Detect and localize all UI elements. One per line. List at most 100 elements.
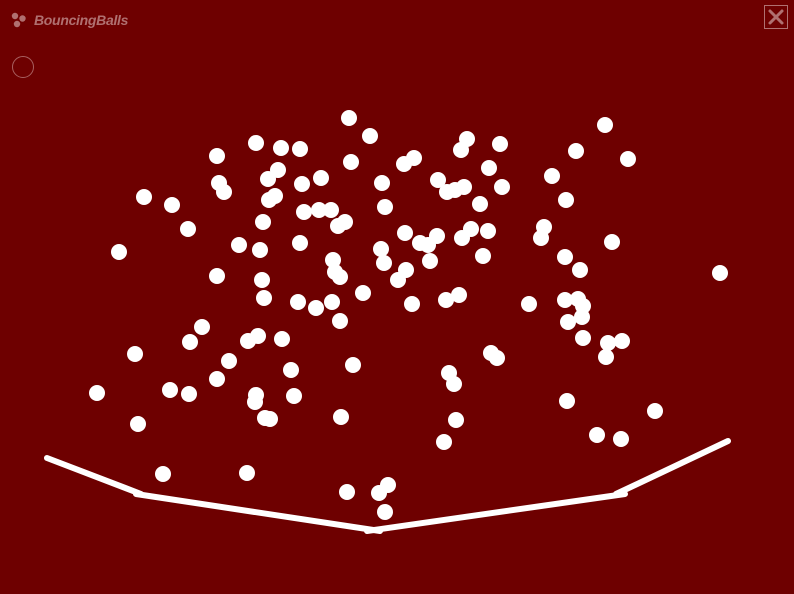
ball [600,335,616,351]
ball [308,300,324,316]
ball [475,248,491,264]
ball [376,255,392,271]
ball [597,117,613,133]
ball [194,319,210,335]
ball [231,237,247,253]
ball [127,346,143,362]
ball [406,150,422,166]
ramp-segment[interactable] [44,455,144,497]
ball [209,148,225,164]
ball [472,196,488,212]
ball [89,385,105,401]
ball [492,136,508,152]
ball [362,128,378,144]
ball [324,294,340,310]
balls-logo-icon [11,12,26,28]
close-icon [768,9,784,25]
ball [239,465,255,481]
ball [182,334,198,350]
ball [448,412,464,428]
ball [343,154,359,170]
ball [209,268,225,284]
ball [533,230,549,246]
ball [155,466,171,482]
ball [292,141,308,157]
ball [489,350,505,366]
ball [430,172,446,188]
title-bar: BouncingBalls [10,10,128,30]
ball [454,230,470,246]
ball [614,333,630,349]
ball [250,328,266,344]
ball [373,241,389,257]
ball [374,175,390,191]
ball [267,188,283,204]
ball [274,331,290,347]
ball [712,265,728,281]
circle-outline-icon[interactable] [12,56,34,78]
ball [333,409,349,425]
ball [337,214,353,230]
ball [560,314,576,330]
ball [422,253,438,269]
ball [339,484,355,500]
ball [260,171,276,187]
ball [355,285,371,301]
ball [332,313,348,329]
ball [296,204,312,220]
ball [111,244,127,260]
ball [390,272,406,288]
ball [559,393,575,409]
ball [589,427,605,443]
ball [294,176,310,192]
ramp-segment[interactable] [613,438,731,497]
ball [557,292,573,308]
ball [248,135,264,151]
ball [446,376,462,392]
ball [283,362,299,378]
app-title: BouncingBalls [34,12,129,28]
ball [574,309,590,325]
ball [286,388,302,404]
ball [456,179,472,195]
ball [323,202,339,218]
ball [397,225,413,241]
ball [252,242,268,258]
ball [598,349,614,365]
ball [494,179,510,195]
ramp-segment[interactable] [364,491,628,534]
ball [613,431,629,447]
ball [162,382,178,398]
ball [647,403,663,419]
ball [345,357,361,373]
ball [575,330,591,346]
ball [209,371,225,387]
ball [429,228,445,244]
ball [136,189,152,205]
ball [247,394,263,410]
ball [221,353,237,369]
ball [377,504,393,520]
ball [216,184,232,200]
ball [181,386,197,402]
ball [255,214,271,230]
ball [332,269,348,285]
ball [130,416,146,432]
ramp-segment[interactable] [133,491,383,534]
ball [292,235,308,251]
ball [380,477,396,493]
ball [480,223,496,239]
balls-layer [89,110,728,520]
ball [558,192,574,208]
ball [568,143,584,159]
close-button[interactable] [764,5,788,29]
ball [451,287,467,303]
ball [311,202,327,218]
ball [377,199,393,215]
ball [262,411,278,427]
ball [404,296,420,312]
ball [481,160,497,176]
ramp-lines [44,438,731,534]
